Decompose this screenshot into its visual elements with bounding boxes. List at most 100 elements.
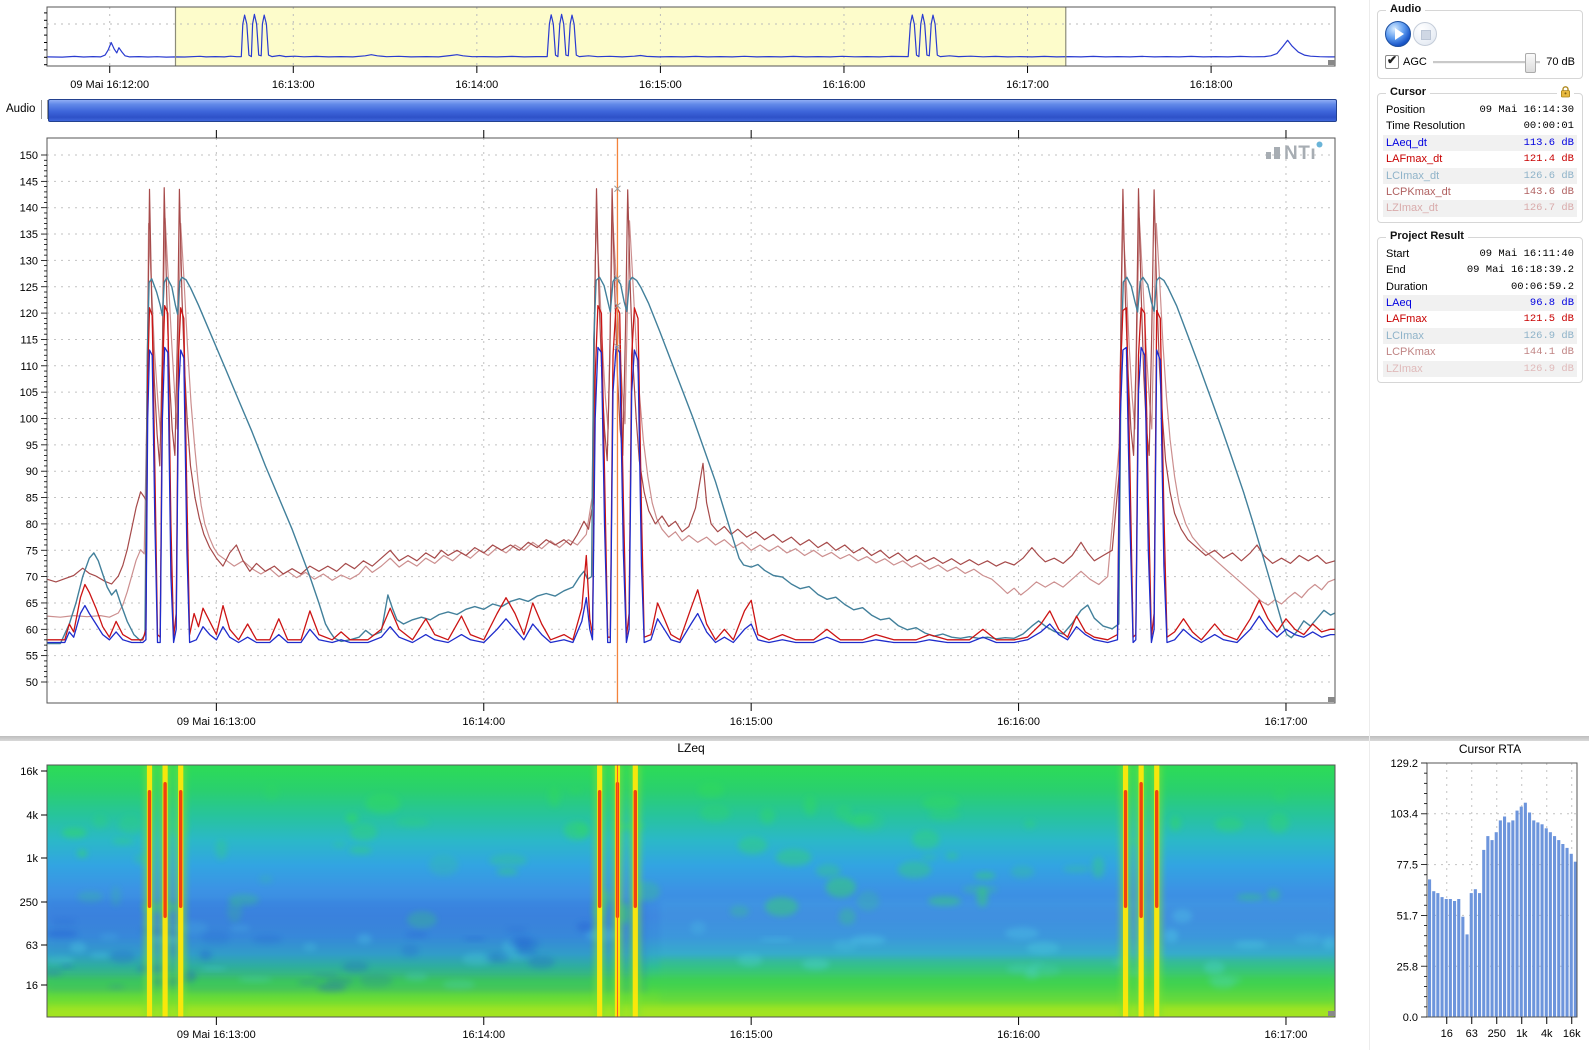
cursor-row: Time Resolution00:00:01 [1383,118,1577,134]
metric-value: 121.4 dB [1524,151,1574,167]
rta-bar [1545,828,1548,1017]
tick-label: 65 [26,598,38,610]
metric-label: LCPKmax_dt [1386,184,1451,200]
project-result-group: Project Result Start09 Mai 16:11:40End09… [1377,237,1583,383]
cursor-row: Position 09 Mai 16:14:30 [1383,102,1577,118]
tick-label: 130 [20,255,38,267]
metric-value: 09 Mai 16:11:40 [1479,246,1574,262]
stop-button[interactable] [1413,22,1437,46]
tick-label: 4k [1541,1028,1553,1040]
tick-label: 125 [20,282,38,294]
metric-label: LCImax_dt [1386,168,1439,184]
tick-label: 16:15:00 [730,716,773,728]
metric-label: LAFmax_dt [1386,151,1442,167]
tick-label: 60 [26,624,38,636]
tick-label: 16 [1441,1028,1453,1040]
tick-label: 120 [20,308,38,320]
overview-chart[interactable]: 09 Mai 16:12:0016:13:0016:14:0016:15:001… [44,7,1335,91]
rta-bar [1428,879,1431,1017]
tick-label: 09 Mai 16:12:00 [70,79,149,91]
metric-value: 96.8 dB [1530,295,1574,311]
tick-label: 09 Mai 16:13:00 [177,716,256,728]
audio-track-grip[interactable] [41,100,48,119]
metric-value: 126.7 dB [1524,200,1574,216]
volume-slider[interactable] [1433,53,1540,71]
spectrogram-chart[interactable]: 16k4k1k250631609 Mai 16:13:0016:14:0016:… [20,765,1336,1041]
agc-checkbox[interactable]: ✔ [1385,55,1399,69]
rta-bar [1561,844,1564,1017]
metric-value: 144.1 dB [1524,344,1574,360]
rta-bar [1520,807,1523,1017]
audio-track-label: Audio [6,103,35,115]
tick-label: 16:17:00 [1265,716,1308,728]
rta-bar [1441,897,1444,1017]
rta-bar [1532,820,1535,1017]
rta-bar [1570,854,1573,1017]
metric-value: 09 Mai 16:14:30 [1479,102,1574,118]
tick-label: 75 [26,545,38,557]
metric-label: Duration [1386,279,1428,295]
cursor-rows: Position 09 Mai 16:14:30Time Resolution00… [1383,102,1577,217]
tick-label: 250 [1488,1028,1506,1040]
project-row: LAeq 96.8 dB [1383,295,1577,311]
tick-label: 129.2 [1390,758,1418,770]
lock-icon[interactable] [1557,85,1574,103]
tick-label: 16:16:00 [997,1029,1040,1041]
play-button[interactable] [1385,21,1411,47]
rta-bar [1457,899,1460,1017]
tick-label: 85 [26,493,38,505]
rta-bar [1553,836,1556,1017]
metric-value: 126.9 dB [1524,361,1574,377]
rta-bar [1470,893,1473,1017]
rta-bar [1499,820,1502,1017]
metric-label: Position [1386,102,1425,118]
metric-label: LAFmax [1386,311,1427,327]
metric-label: LCPKmax [1386,344,1436,360]
audio-group: Audio ✔ AGC 70 dB [1377,10,1583,79]
metric-label: Start [1386,246,1409,262]
rta-bar [1495,832,1498,1017]
tick-label: 77.5 [1397,860,1418,872]
metric-label: LAeq [1386,295,1412,311]
audio-group-title: Audio [1386,3,1425,15]
tick-label: 70 [26,572,38,584]
tick-label: 16k [20,766,38,778]
metric-value: 143.6 dB [1524,184,1574,200]
tick-label: 16:18:00 [1190,79,1233,91]
tick-label: 16k [1563,1028,1581,1040]
level-time-chart[interactable]: 5055606570758085909510010511011512012513… [20,130,1335,728]
metric-value: 126.9 dB [1524,328,1574,344]
metric-value: 09 Mai 16:18:39.2 [1467,262,1574,278]
project-row: Start 09 Mai 16:11:40 [1383,246,1577,262]
rta-bar [1491,840,1494,1017]
rta-bar [1486,836,1489,1017]
rta-bar [1541,824,1544,1017]
tick-label: 16:17:00 [1265,1029,1308,1041]
audio-waveform-track[interactable] [48,99,1337,122]
tick-label: 16:15:00 [730,1029,773,1041]
rta-bar [1574,862,1577,1017]
rta-bar [1436,893,1439,1017]
volume-level: 70 dB [1546,56,1575,68]
cursor-row: LCImax_dt126.6 dB [1383,168,1577,184]
tick-label: 1k [1516,1028,1528,1040]
tick-label: 63 [26,940,38,952]
tick-label: 90 [26,466,38,478]
metric-label: LAeq_dt [1386,135,1427,151]
rta-chart[interactable]: 0.025.851.777.5103.4129.216632501k4k16k [1390,758,1581,1040]
tick-label: 0.0 [1403,1012,1418,1024]
tick-label: 100 [20,414,38,426]
tick-label: 105 [20,387,38,399]
metric-value: 00:00:01 [1524,118,1574,134]
tick-label: 115 [20,334,38,346]
tick-label: 50 [26,677,38,689]
rta-bar [1566,848,1569,1017]
cursor-row: LAeq_dt113.6 dB [1383,135,1577,151]
tick-label: 55 [26,651,38,663]
tick-label: 16:16:00 [997,716,1040,728]
tick-label: 103.4 [1390,809,1418,821]
slider-handle[interactable] [1525,53,1536,73]
slider-track [1433,61,1540,64]
tick-label: 135 [20,229,38,241]
tick-label: 145 [20,176,38,188]
